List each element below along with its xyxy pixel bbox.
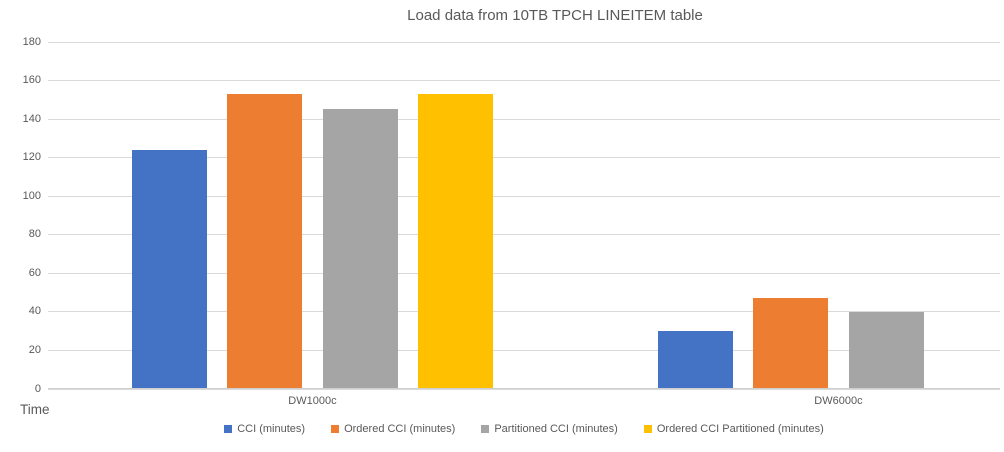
- legend-swatch-icon: [224, 425, 233, 433]
- y-tick-label: 60: [28, 266, 41, 279]
- gridline: [48, 388, 1000, 390]
- bar: [227, 94, 303, 389]
- gridline: [48, 118, 1000, 120]
- legend-item: Ordered CCI Partitioned (minutes): [643, 423, 824, 435]
- x-axis-line: [48, 388, 1000, 389]
- y-tick-label: 140: [22, 112, 41, 125]
- chart-title: Load data from 10TB TPCH LINEITEM table: [407, 7, 703, 24]
- y-tick-label: 180: [22, 35, 41, 48]
- bar: [132, 149, 207, 389]
- gridline: [48, 311, 1000, 313]
- y-tick-label: 0: [34, 382, 41, 395]
- gridline: [48, 157, 1000, 159]
- y-tick-label: 120: [22, 151, 41, 164]
- x-axis-category-labels: DW1000c DW6000c: [0, 395, 1004, 409]
- bar: [753, 298, 829, 389]
- legend-item: Ordered CCI (minutes): [331, 423, 455, 435]
- plot-area: [48, 41, 1000, 390]
- bar: [658, 331, 733, 389]
- gridline: [48, 234, 1000, 236]
- gridline: [48, 349, 1000, 351]
- legend-swatch-icon: [643, 425, 652, 433]
- y-tick-label: 20: [28, 343, 41, 356]
- bar: [848, 311, 924, 389]
- legend-label: Partitioned CCI (minutes): [494, 423, 618, 435]
- legend-label: Ordered CCI Partitioned (minutes): [656, 423, 824, 435]
- category-label: DW6000c: [814, 395, 863, 407]
- bar: [417, 94, 493, 389]
- y-tick-label: 40: [28, 305, 41, 318]
- y-tick-label: 160: [22, 74, 41, 87]
- gridline: [48, 272, 1000, 274]
- category-label: DW1000c: [288, 395, 337, 407]
- gridline: [48, 80, 1000, 82]
- legend-item: CCI (minutes): [224, 423, 305, 435]
- gridline: [48, 195, 1000, 197]
- bar: [322, 109, 398, 389]
- y-tick-label: 80: [28, 228, 41, 241]
- x-axis-title: Time: [20, 402, 50, 417]
- legend-item: Partitioned CCI (minutes): [481, 423, 618, 435]
- y-tick-label: 100: [22, 189, 41, 202]
- legend-swatch-icon: [331, 425, 340, 433]
- legend-swatch-icon: [481, 425, 490, 433]
- chart-legend: CCI (minutes) Ordered CCI (minutes) Partit…: [48, 423, 1000, 435]
- legend-label: Ordered CCI (minutes): [344, 423, 456, 435]
- legend-label: CCI (minutes): [237, 423, 306, 435]
- y-axis-tick-labels: 0 20 40 60 80 100 120 140 160 180: [0, 36, 41, 395]
- gridline: [48, 41, 1000, 43]
